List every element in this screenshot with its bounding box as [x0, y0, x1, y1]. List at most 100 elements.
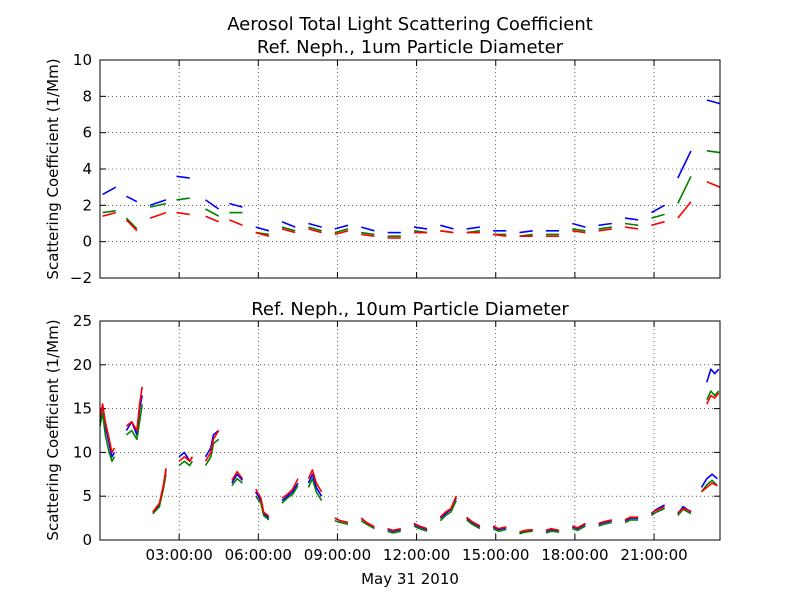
panel-1um: −2 0 2 4 6 8 10 [70, 51, 721, 287]
series-blue-line [624, 217, 639, 221]
series-green-line [281, 485, 299, 504]
series-red-line [492, 233, 507, 237]
y-tick-label: 6 [82, 124, 92, 142]
series-green-line [360, 520, 375, 530]
series-blue-line [360, 226, 375, 232]
series-blue-line [598, 222, 612, 227]
series-red-line [152, 468, 167, 513]
y-tick-label: 15 [73, 400, 92, 418]
series-green-line [706, 390, 720, 401]
y-tick-label: 20 [73, 356, 92, 374]
series-red-line [307, 469, 323, 493]
x-tick-label: 06:00:00 [225, 546, 292, 564]
series-red-line [545, 527, 560, 532]
series-green-line [231, 477, 244, 487]
axes-frame [99, 320, 721, 541]
series-green-line [572, 525, 586, 532]
series-blue-line [204, 429, 220, 458]
series-green-line [624, 222, 639, 227]
series-green-line [178, 460, 193, 467]
series-green-line [255, 495, 270, 521]
series-red-line [651, 505, 665, 514]
series-green-line [413, 525, 428, 532]
series-blue-line [651, 204, 665, 214]
series-green-line [334, 519, 349, 525]
series-blue-line [176, 175, 190, 179]
series-red-line [439, 495, 457, 518]
series-red-line [102, 211, 117, 217]
series-red-line [308, 228, 322, 234]
series-red-line [677, 201, 692, 219]
panel2-ylabel: Scattering Coefficient (1/Mm) [44, 319, 62, 540]
figure-title: Aerosol Total Light Scattering Coefficie… [227, 14, 593, 35]
series-green-line [492, 527, 507, 533]
series-red-line [706, 180, 721, 188]
series-blue-line [706, 368, 720, 383]
series-blue-line [440, 224, 454, 230]
y-tick-label: 2 [82, 196, 92, 214]
series-green-line [125, 217, 138, 230]
series-red-line [598, 228, 612, 232]
series-blue-line [706, 99, 721, 105]
series-red-line [281, 478, 299, 499]
series-blue-line [205, 199, 220, 210]
series-red-line [281, 228, 296, 234]
panel2-title: Ref. Neph., 10um Particle Diameter [251, 299, 569, 320]
series-red-line [651, 220, 665, 227]
series-blue-line [231, 473, 244, 484]
y-tick-label: 0 [82, 233, 92, 251]
series-red-line [440, 230, 454, 234]
series-red-line [413, 522, 428, 530]
x-axis-label: May 31 2010 [361, 570, 459, 588]
series-blue-line [281, 482, 299, 502]
series-red-line [700, 482, 718, 493]
series-green-line [307, 477, 323, 502]
y-tick-label: 10 [73, 51, 92, 69]
series-blue-line [307, 473, 323, 497]
series-red-line [624, 226, 639, 230]
x-tick-label: 03:00:00 [145, 546, 212, 564]
series-green-line [176, 197, 190, 201]
y-tick-label: −2 [70, 269, 92, 287]
series-green-line [651, 213, 665, 219]
y-tick-label: 25 [73, 312, 92, 330]
series-green-line [99, 412, 116, 463]
series-green-line [700, 479, 718, 493]
series-blue-line [102, 186, 117, 196]
series-red-line [231, 470, 244, 481]
series-red-line [572, 230, 586, 234]
panel1-ylabel: Scattering Coefficient (1/Mm) [44, 58, 62, 279]
series-green-line [572, 228, 586, 232]
series-green-line [545, 530, 560, 534]
y-tick-label: 0 [82, 531, 92, 549]
series-green-line [125, 404, 143, 441]
series-green-line [439, 500, 457, 522]
series-blue-line [334, 224, 349, 230]
series-green-line [677, 175, 692, 204]
series-green-line [334, 228, 349, 234]
series-red-line [334, 230, 349, 236]
series-blue-line [281, 220, 296, 228]
series-red-line [205, 215, 220, 223]
series-red-line [204, 430, 220, 462]
series-red-line [176, 211, 190, 216]
series-green-line [205, 208, 220, 217]
series-red-line [466, 516, 481, 527]
series-blue-line [466, 226, 481, 230]
series-green-line [650, 507, 665, 517]
series-red-line [492, 525, 507, 530]
series-red-line [255, 231, 270, 237]
series-blue-line [308, 222, 322, 228]
series-green-line [466, 519, 481, 530]
series-green-line [308, 226, 322, 232]
series-blue-line [572, 222, 586, 228]
axes-frame [99, 59, 721, 279]
panel-10um: 0 5 10 15 20 25 03:00:00 06:00:00 09:00:00 12:00:… [73, 312, 721, 564]
series-green-line [361, 231, 375, 236]
series-red-line [125, 219, 138, 232]
y-tick-label: 10 [73, 443, 92, 461]
series-red-line [519, 528, 533, 533]
series-blue-line [519, 230, 533, 234]
